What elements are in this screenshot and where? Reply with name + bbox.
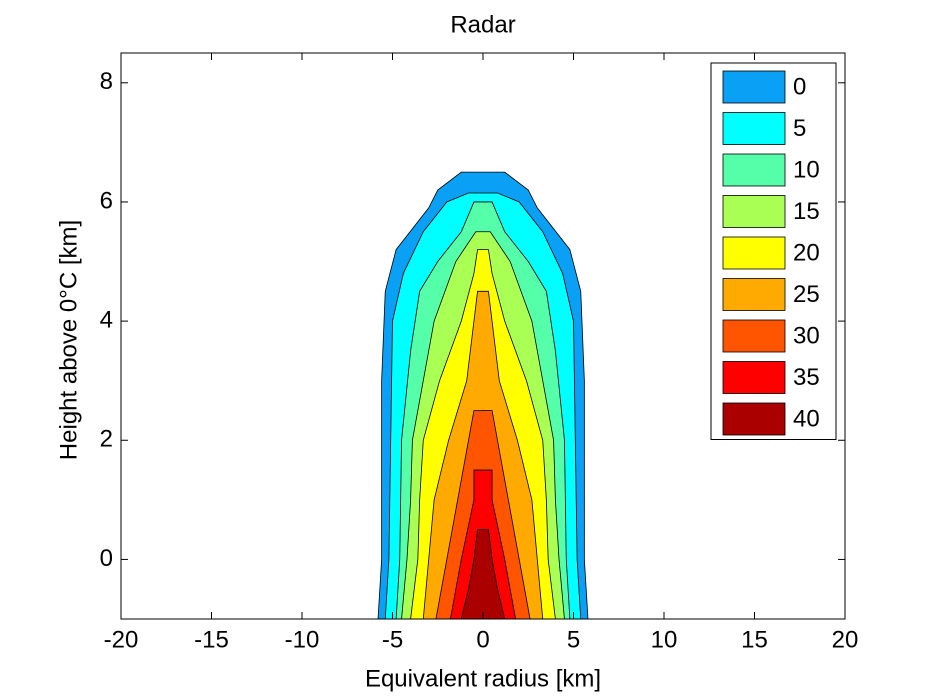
legend-label: 20 (793, 239, 820, 266)
legend-label: 40 (793, 405, 820, 432)
x-tick-label: 0 (476, 626, 489, 653)
chart-title: Radar (450, 11, 515, 38)
plot-area (377, 171, 589, 619)
x-axis-label: Equivalent radius [km] (365, 665, 601, 692)
x-tick-label: 15 (741, 626, 768, 653)
y-tick-label: 4 (100, 306, 113, 333)
legend-swatch (722, 153, 786, 187)
y-tick-label: 0 (100, 545, 113, 572)
y-tick-label: 8 (100, 68, 113, 95)
x-tick-label: 10 (651, 626, 678, 653)
legend-swatch (722, 278, 786, 311)
legend-label: 30 (793, 322, 820, 349)
x-tick-label: -15 (194, 626, 229, 653)
legend-swatch (722, 70, 786, 104)
legend-label: 15 (793, 198, 820, 225)
y-tick-label: 6 (100, 187, 113, 214)
x-tick-label: 5 (567, 626, 580, 653)
legend-swatch (722, 361, 786, 394)
legend-swatch (722, 402, 786, 436)
x-tick-label: -10 (285, 626, 320, 653)
legend-swatch (722, 236, 786, 270)
contour-fill (460, 529, 506, 619)
y-axis-label: Height above 0°C [km] (55, 220, 82, 460)
x-tick-label: -20 (104, 626, 139, 653)
legend-label: 10 (793, 156, 820, 183)
legend-label: 5 (793, 115, 806, 142)
y-tick-label: 2 (100, 426, 113, 453)
legend-swatch (722, 112, 786, 145)
legend-swatch (722, 195, 786, 228)
legend-swatch (722, 319, 786, 353)
x-tick-label: 20 (832, 626, 859, 653)
legend-label: 25 (793, 281, 820, 308)
legend-label: 35 (793, 364, 820, 391)
legend-label: 0 (793, 73, 806, 100)
x-tick-label: -5 (382, 626, 403, 653)
